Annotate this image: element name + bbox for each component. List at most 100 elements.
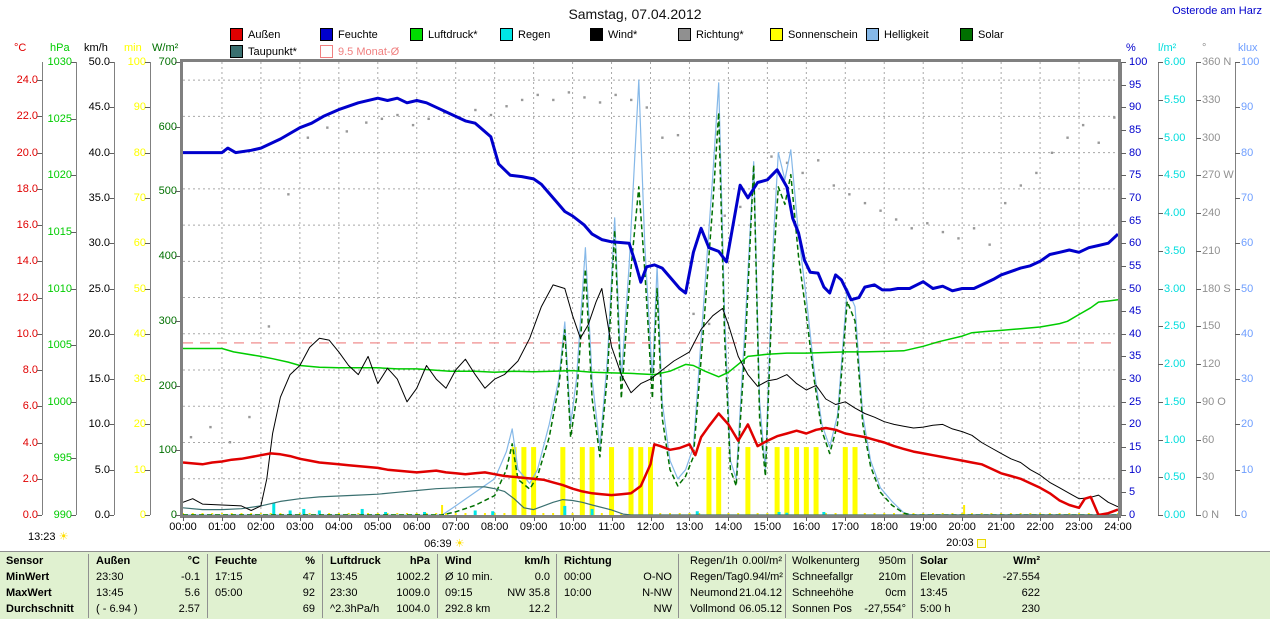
x-tick-mark (845, 517, 847, 521)
axis-header-temp: °C (14, 42, 27, 54)
tick-mark (145, 62, 150, 63)
legend-item-luftdruck[interactable]: Luftdruck* (410, 28, 478, 41)
table-cell: Elevation -27.554 (920, 571, 1040, 583)
tick-label-solar: 0 (170, 509, 177, 521)
tick-mark (175, 126, 180, 128)
tick-mark (1121, 129, 1126, 131)
x-tick-label: 22:00 (1026, 521, 1054, 533)
x-tick-mark (299, 517, 301, 521)
legend-item-monat[interactable]: 9.5 Monat-Ø (320, 45, 399, 58)
tick-mark (1235, 515, 1240, 516)
tick-label-hum: 100 (1129, 56, 1148, 68)
tick-mark (175, 450, 180, 452)
tick-mark (1196, 175, 1201, 177)
tick-label-solar: 600 (158, 120, 177, 133)
legend-item-wind[interactable]: Wind* (590, 28, 637, 41)
tick-mark (109, 62, 114, 63)
tick-mark (37, 515, 42, 516)
tick-label-press: 1020 (47, 169, 72, 182)
tick-label-press: 1015 (47, 225, 72, 238)
tick-label-sunmin: 30 (133, 373, 146, 386)
sunset-label: 20:03 (946, 537, 986, 549)
x-tick-label: 24:00 (1104, 521, 1132, 533)
x-tick-label: 18:00 (870, 521, 899, 533)
tick-label-dir: 120 (1202, 358, 1221, 370)
x-tick-mark (1001, 517, 1003, 521)
tick-mark (1158, 477, 1163, 479)
tick-mark (1121, 333, 1126, 335)
tick-label-hum: 95 (1129, 78, 1142, 91)
tick-mark (1158, 250, 1163, 252)
tick-label-temp: 18.0 (16, 182, 38, 195)
table-divider (785, 554, 786, 618)
x-tick-mark (416, 517, 418, 521)
tick-label-hum: 80 (1129, 146, 1142, 159)
tick-label-temp: 16.0 (16, 219, 38, 232)
tick-mark (109, 288, 114, 290)
x-axis-labels: 00:00 01:00 02:00 03:00 04:00 05:00 06:00 07:00… (0, 517, 1270, 535)
legend-swatch-icon (410, 28, 423, 41)
tick-label-rain: 2.00 (1164, 358, 1186, 370)
tick-label-hum: 35 (1129, 350, 1142, 363)
axis-header-rain: l/m² (1158, 42, 1177, 54)
tick-mark (1196, 137, 1201, 139)
legend-item-auen[interactable]: Außen (230, 28, 280, 41)
tick-label-sunmin: 10 (133, 463, 146, 476)
x-tick-mark (183, 517, 184, 521)
tick-label-rain: 4.50 (1164, 169, 1186, 182)
tick-label-rain: 5.50 (1164, 93, 1186, 106)
legend-item-richtung[interactable]: Richtung* (678, 28, 744, 41)
tick-mark (37, 478, 42, 480)
tick-label-dir: 180 S (1202, 282, 1231, 295)
x-tick-mark (221, 517, 223, 521)
tick-label-lux: 0 (1241, 509, 1248, 521)
legend-item-solar[interactable]: Solar (960, 28, 1004, 41)
tick-mark (1235, 243, 1240, 245)
tick-mark (145, 197, 150, 199)
tick-mark (37, 333, 42, 335)
table-cell: 17:15 47 (215, 571, 315, 583)
table-cell: 23:30 -0.1 (96, 571, 200, 583)
x-tick-label: 03:00 (286, 521, 314, 533)
x-tick-label: 00:00 (169, 521, 197, 533)
tick-label-sunmin: 20 (133, 418, 146, 431)
tick-mark (1121, 175, 1126, 177)
legend-item-regen[interactable]: Regen (500, 28, 550, 41)
legend-item-feuchte[interactable]: Feuchte (320, 28, 378, 41)
table-column-header: Regen/1h 0.00l/m² (690, 555, 782, 567)
legend-item-helligkeit[interactable]: Helligkeit (866, 28, 929, 41)
legend-item-taupunkt[interactable]: Taupunkt* (230, 45, 297, 58)
tick-mark (145, 515, 150, 516)
tick-mark (1158, 288, 1163, 290)
tick-mark (175, 515, 180, 516)
tick-label-lux: 100 (1241, 56, 1260, 68)
tick-mark (175, 256, 180, 258)
table-divider (556, 554, 557, 618)
tick-label-sunmin: 50 (133, 282, 146, 295)
sunrise-time: 06:39 (424, 538, 452, 550)
tick-label-hum: 65 (1129, 214, 1142, 227)
tick-label-temp: 8.0 (22, 364, 38, 377)
tick-mark (37, 80, 42, 82)
tick-label-hum: 5 (1129, 486, 1136, 499)
table-cell: 13:45 1002.2 (330, 571, 430, 583)
axis-line-sunmin (150, 62, 151, 515)
x-tick-label: 19:00 (909, 521, 937, 533)
table-row-label: Durchschnitt (6, 603, 74, 615)
tick-label-dir: 240 (1202, 207, 1221, 219)
x-tick-mark (1079, 517, 1081, 521)
x-tick-label: 11:00 (598, 521, 625, 533)
x-tick-label: 21:00 (987, 521, 1015, 533)
tick-label-rain: 0.50 (1164, 471, 1186, 484)
tick-mark (145, 424, 150, 426)
table-column-header: Wind km/h (445, 555, 550, 567)
tick-label-wind: 30.0 (88, 237, 110, 250)
tick-mark (1121, 311, 1126, 313)
x-tick-label: 06:00 (402, 521, 431, 533)
tick-mark (1196, 515, 1201, 516)
table-cell: 13:45 622 (920, 587, 1040, 599)
legend-item-sonnenschein[interactable]: Sonnenschein (770, 28, 858, 41)
tick-mark (1196, 364, 1201, 365)
table-cell: ( - 6.94 ) 2.57 (96, 603, 200, 615)
table-cell: 09:15 NW 35.8 (445, 587, 550, 599)
